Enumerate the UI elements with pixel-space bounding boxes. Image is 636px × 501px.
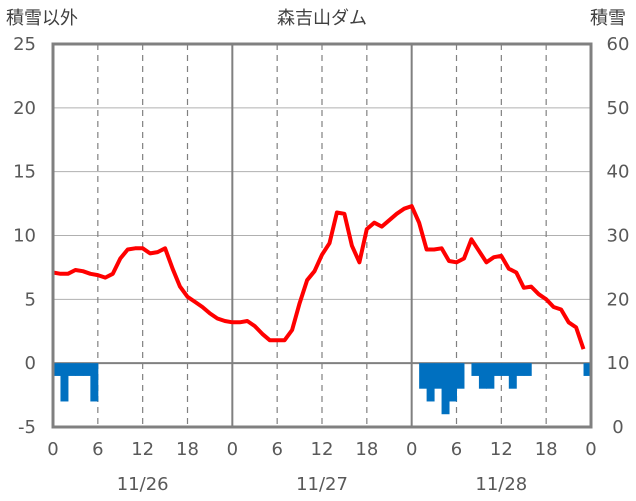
precipitation-bar xyxy=(449,363,457,402)
left-y-tick-label: -5 xyxy=(18,417,36,438)
left-y-tick-label: 5 xyxy=(25,289,36,310)
precipitation-bar xyxy=(508,363,517,389)
date-label: 11/28 xyxy=(475,474,527,495)
x-tick-label: 6 xyxy=(451,439,462,460)
date-label: 11/26 xyxy=(117,474,169,495)
precipitation-bar xyxy=(471,363,480,376)
left-y-tick-label: 0 xyxy=(25,353,36,374)
x-tick-label: 18 xyxy=(535,439,558,460)
precipitation-bar xyxy=(426,363,435,402)
series-lines xyxy=(52,204,591,429)
right-axis-label: 積雪 xyxy=(590,8,626,29)
precipitation-bar xyxy=(60,363,69,402)
right-y-tick-label: 60 xyxy=(607,34,630,55)
right-y-tick-label: 40 xyxy=(607,162,630,183)
right-y-ticks: 60 50 40 30 20 10 0 xyxy=(607,34,630,438)
precipitation-bar xyxy=(516,363,525,376)
precipitation-bar xyxy=(456,363,465,389)
main-series-line xyxy=(52,204,586,350)
left-y-tick-label: 20 xyxy=(13,98,36,119)
x-tick-label: 12 xyxy=(490,439,513,460)
date-label: 11/27 xyxy=(296,474,348,495)
precipitation-bar xyxy=(441,363,450,415)
precipitation-bar xyxy=(478,363,487,389)
plot-frame xyxy=(51,42,593,429)
precipitation-bar xyxy=(501,363,510,376)
x-tick-label: 18 xyxy=(355,439,378,460)
precipitation-bar xyxy=(583,363,592,376)
precipitation-bar xyxy=(419,363,428,389)
precipitation-bar xyxy=(53,363,61,376)
precipitation-bar xyxy=(82,363,91,376)
date-labels: 11/26 11/27 11/28 xyxy=(117,474,528,495)
x-tick-label: 0 xyxy=(585,439,596,460)
right-y-tick-label: 10 xyxy=(607,353,630,374)
x-tick-label: 12 xyxy=(131,439,154,460)
precipitation-bar xyxy=(523,363,532,376)
right-y-tick-label: 20 xyxy=(607,289,630,310)
left-y-tick-label: 10 xyxy=(13,226,36,247)
left-axis-label: 積雪以外 xyxy=(6,8,78,29)
precipitation-bar xyxy=(493,363,502,376)
x-ticks: 0 6 12 18 0 6 12 18 0 6 12 18 0 xyxy=(47,439,596,460)
x-tick-label: 6 xyxy=(92,439,103,460)
x-tick-label: 0 xyxy=(406,439,417,460)
x-tick-label: 18 xyxy=(176,439,199,460)
x-tick-label: 6 xyxy=(271,439,282,460)
x-tick-label: 12 xyxy=(311,439,334,460)
right-y-tick-label: 30 xyxy=(607,226,630,247)
precipitation-bar xyxy=(67,363,76,376)
precipitation-bars xyxy=(53,363,592,415)
right-y-tick-label: 0 xyxy=(612,417,623,438)
x-tick-label: 0 xyxy=(227,439,238,460)
x-tick-label: 0 xyxy=(47,439,58,460)
left-y-ticks: 25 20 15 10 5 0 -5 xyxy=(13,34,36,438)
left-y-tick-label: 15 xyxy=(13,162,36,183)
precipitation-bar xyxy=(486,363,495,389)
right-y-tick-label: 50 xyxy=(607,98,630,119)
precipitation-bar xyxy=(434,363,443,389)
left-y-tick-label: 25 xyxy=(13,34,36,55)
precipitation-bar xyxy=(75,363,84,376)
precipitation-bar xyxy=(90,363,99,402)
chart-title: 森吉山ダム xyxy=(277,8,367,29)
